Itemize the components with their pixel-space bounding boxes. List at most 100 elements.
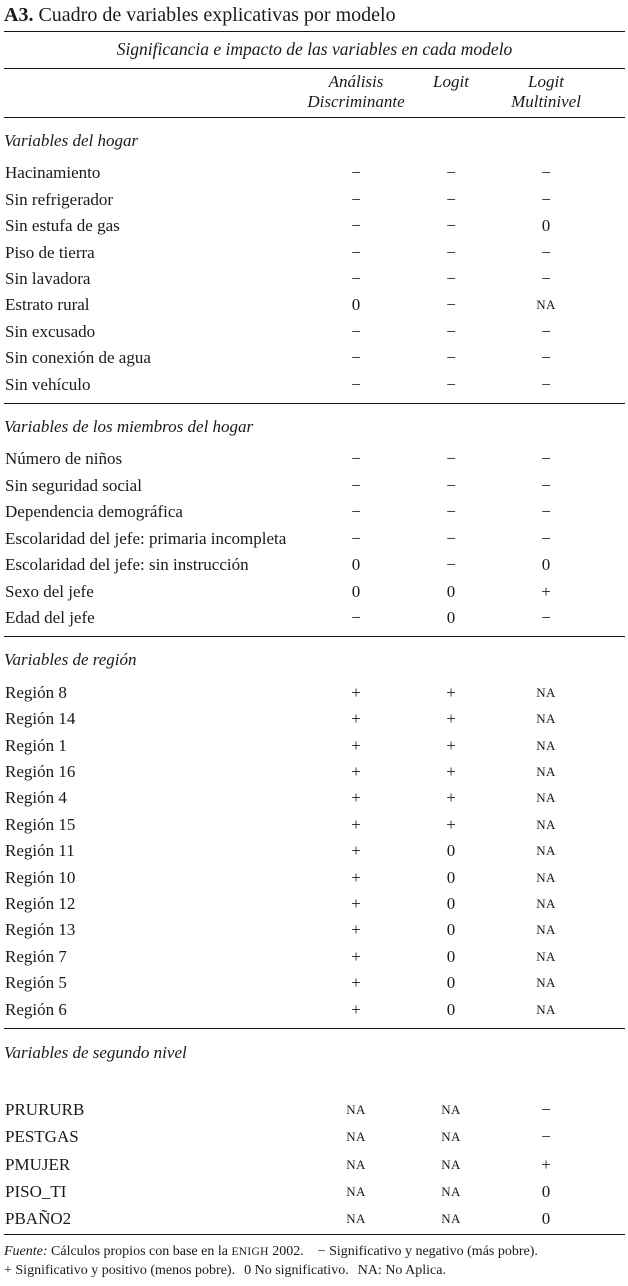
cell-value: + [446,814,456,834]
section-heading: Variables del hogar [4,131,139,150]
table-section: Variables de los miembros del hogar Númer… [4,403,625,637]
cell-value: 0 [446,920,456,940]
cell-value: − [351,321,361,341]
row-label: PMUJER [5,1154,71,1174]
cell-value: NA [346,1183,366,1199]
spacer-cell [596,706,625,732]
cell-value: − [446,555,456,575]
table-section: Variables del hogar Hacinamiento − − − Sin re… [4,118,625,404]
table-number: A3. [4,4,34,26]
legend-minus: − Significativo y negativo (más pobre). [317,1244,538,1260]
cell-value: + [446,735,456,755]
spacer-cell [596,526,625,552]
spacer-cell [596,917,625,943]
cell-value: + [351,735,361,755]
spacer-cell [596,1205,625,1232]
row-label: Dependencia demográfica [5,502,183,522]
column-header-analisis-discriminante: Análisis Discriminante [306,69,406,118]
row-label: Estrato rural [5,295,90,315]
row-label: Sin lavadora [5,269,91,289]
row-label: Número de niños [5,449,123,469]
cell-value: − [351,607,361,627]
table-row: Región 5 +0 NA [4,970,625,996]
table-row: Escolaridad del jefe: sin instrucción 0 − 0 [4,552,625,578]
cell-value: − [541,374,551,394]
row-label: Escolaridad del jefe: primaria incomplet… [5,528,287,548]
cell-value: − [446,242,456,262]
row-label: Sin seguridad social [5,475,142,495]
spacer-cell [596,473,625,499]
cell-value: 0 [351,295,361,315]
cell-value: − [446,321,456,341]
table-row: Región 8 + + NA [4,680,625,706]
spacer-cell [596,891,625,917]
footnote-line-1: Fuente: Cálculos propios con base en la … [4,1243,625,1262]
spacer-cell [596,266,625,292]
spacer-cell [596,1151,625,1178]
spacer-cell [596,372,625,404]
spacer-cell [596,345,625,371]
row-label: Región 12 [5,893,76,913]
row-label: Región 14 [5,709,76,729]
cell-value: NA [536,1001,556,1017]
table-row: Región 1 + + NA [4,733,625,759]
spacer-cell [596,579,625,605]
row-label: Región 5 [5,973,67,993]
column-header-logit-multinivel: Logit Multinivel [496,69,596,118]
spacer-cell [596,1178,625,1205]
cell-value: NA [536,975,556,991]
spacer-cell [596,944,625,970]
spacer-cell [596,1123,625,1150]
table-row: Región 15 + + NA [4,812,625,838]
spacer-cell [596,680,625,706]
cell-value: NA [441,1156,461,1172]
cell-value: − [541,1127,551,1147]
title-rule [4,31,625,32]
cell-value: 0 [446,867,456,887]
cell-value: + [351,814,361,834]
source-text: Cálculos propios con base en la [47,1244,232,1260]
cell-value: 0 [446,841,456,861]
table-row: Sexo del jefe 0 0 + [4,579,625,605]
cell-value: + [446,709,456,729]
row-label: Región 4 [5,788,67,808]
spacer-cell [596,812,625,838]
section-heading: Variables de región [4,636,625,680]
table-row: Dependencia demográfica − − − [4,499,625,525]
table-row: Región 14 + + NA [4,706,625,732]
cell-value: NA [536,922,556,938]
cell-value: NA [536,790,556,806]
row-label: Región 13 [5,920,76,940]
row-label: Región 11 [5,841,75,861]
cell-value: − [446,502,456,522]
row-label: Edad del jefe [5,607,95,627]
cell-value: NA [536,763,556,779]
row-label: PESTGAS [5,1127,79,1147]
table-row: Región 16 + + NA [4,759,625,785]
table-row: Piso de tierra − − − [4,240,625,266]
cell-value: − [446,374,456,394]
cell-value: + [446,788,456,808]
table-row: Sin conexión de agua − − − [4,345,625,371]
spacer-cell [596,1096,625,1123]
cell-value: NA [536,297,556,313]
cell-value: NA [536,684,556,700]
row-label: Región 6 [5,999,67,1019]
table-row: Sin lavadora − − − [4,266,625,292]
spacer-cell [596,785,625,811]
table-row: Hacinamiento − − − [4,160,625,186]
cell-value: − [446,348,456,368]
section-heading-row: Variables de región [4,636,625,680]
cell-value: 0 [446,893,456,913]
cell-value: − [351,528,361,548]
table-section: Variables de región Región 8 + + NA Región 14… [4,636,625,1029]
cell-value: − [541,348,551,368]
cell-value: − [446,216,456,236]
cell-value: + [351,973,361,993]
cell-value: NA [346,1102,366,1118]
row-label: Escolaridad del jefe: sin instrucción [5,555,249,575]
cell-value: + [351,761,361,781]
cell-value: 0 [446,999,456,1019]
cell-value: + [351,788,361,808]
table-row: PMUJER NA NA + [4,1151,625,1178]
